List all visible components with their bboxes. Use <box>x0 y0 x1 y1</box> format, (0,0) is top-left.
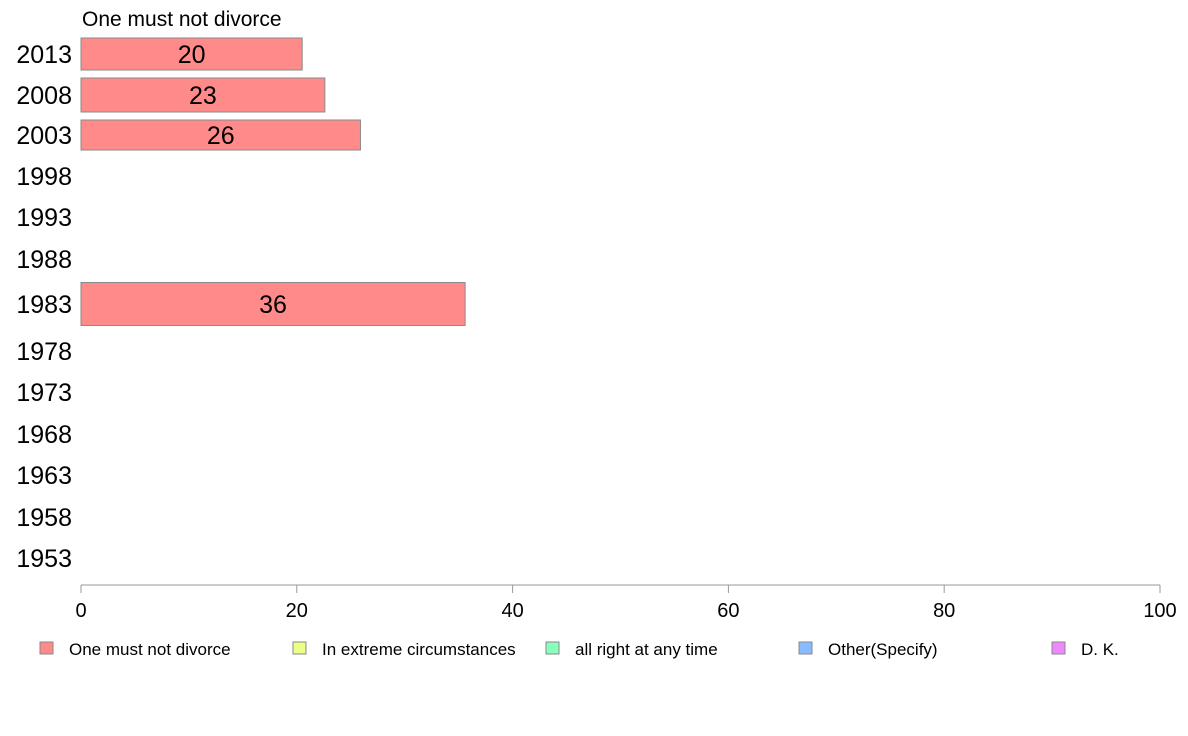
category-label: 1988 <box>16 246 72 274</box>
legend-label: D. K. <box>1081 640 1119 659</box>
bar <box>80 37 303 71</box>
legend-label: Other(Specify) <box>828 640 938 659</box>
legend-item: Other(Specify) <box>798 640 938 659</box>
legend-label: all right at any time <box>575 640 718 659</box>
bar <box>80 282 466 326</box>
legend-swatch <box>545 641 560 655</box>
category-label: 1958 <box>16 504 72 532</box>
legend-item: One must not divorce <box>39 640 231 659</box>
x-tick-label: 100 <box>1143 600 1176 622</box>
x-tick-label: 20 <box>286 600 308 622</box>
category-label: 2003 <box>16 122 72 150</box>
legend-swatch <box>1051 641 1066 655</box>
x-axis: 0 20 40 60 80 100 <box>75 584 1177 622</box>
legend-label: In extreme circumstances <box>322 640 516 659</box>
x-tick-label: 0 <box>75 600 86 622</box>
category-label: 2008 <box>16 82 72 110</box>
category-label: 2013 <box>16 41 72 69</box>
bar-value-label: 20 <box>178 41 206 69</box>
legend: One must not divorce In extreme circumsta… <box>39 640 1119 659</box>
category-label: 1978 <box>16 338 72 366</box>
bar-value-label: 26 <box>207 122 235 150</box>
x-tick-label: 80 <box>933 600 955 622</box>
legend-swatch <box>292 641 307 655</box>
bar <box>80 77 326 113</box>
category-label: 1968 <box>16 421 72 449</box>
legend-item: In extreme circumstances <box>292 640 516 659</box>
legend-item: D. K. <box>1051 640 1119 659</box>
category-labels: 2013 2008 2003 1998 1993 1988 1983 1978 1973 1968… <box>16 41 72 573</box>
category-label: 1973 <box>16 379 72 407</box>
legend-swatch <box>39 641 54 655</box>
bars-group: 20 23 26 36 <box>80 37 466 326</box>
bar-value-label: 23 <box>189 82 217 110</box>
legend-item: all right at any time <box>545 640 718 659</box>
category-label: 1993 <box>16 204 72 232</box>
series-title: One must not divorce <box>82 8 282 31</box>
legend-swatch <box>798 641 813 655</box>
category-label: 1953 <box>16 545 72 573</box>
x-tick-label: 40 <box>501 600 523 622</box>
bar <box>80 119 361 151</box>
category-label: 1983 <box>16 291 72 319</box>
category-label: 1963 <box>16 462 72 490</box>
category-label: 1998 <box>16 163 72 191</box>
x-tick-label: 60 <box>717 600 739 622</box>
bar-value-label: 36 <box>259 291 287 319</box>
legend-label: One must not divorce <box>69 640 231 659</box>
